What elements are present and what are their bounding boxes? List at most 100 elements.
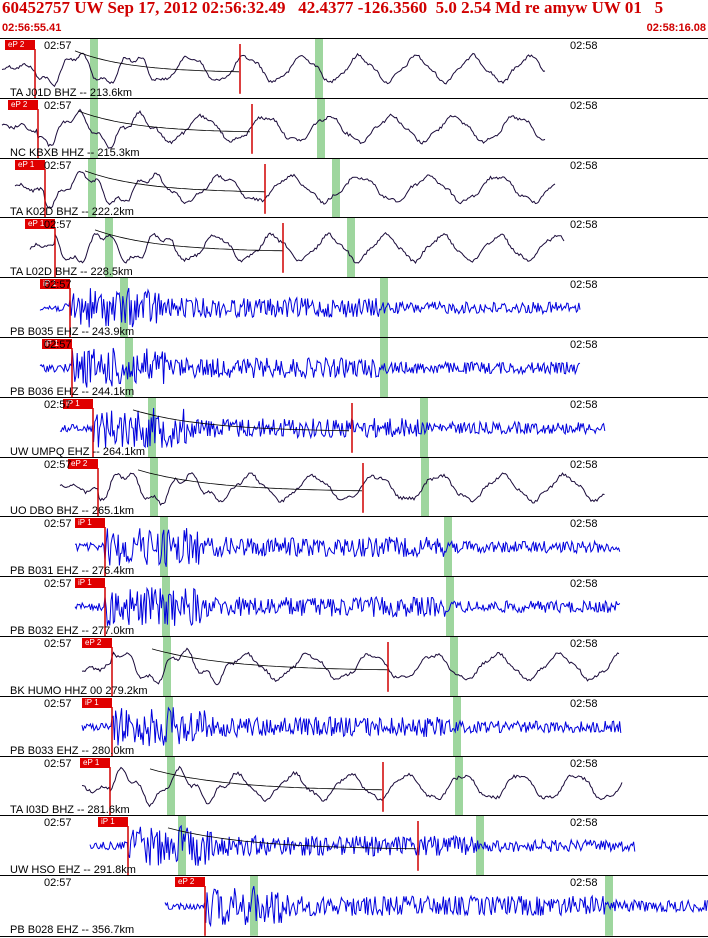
phase-pick-badge[interactable]: iP 1 [40, 279, 70, 290]
phase-pick-badge[interactable]: iP 1 [75, 518, 105, 529]
header: 60452757 UW Sep 17, 2012 02:56:32.49 42.… [0, 0, 708, 38]
time-tick-0257: 02:57 [44, 518, 72, 531]
amplitude-window [90, 98, 98, 159]
phase-pick-badge[interactable]: iP 1 [42, 339, 72, 349]
trace-panel[interactable]: eP 2 02:57 02:58 NC KBXB HHZ -- 215.3km [0, 97, 708, 159]
time-tick-0257: 02:57 [44, 877, 72, 890]
seismogram-plot [39, 338, 581, 398]
waveform-trace [81, 706, 622, 746]
amplitude-window [380, 338, 388, 398]
amplitude-window [444, 517, 452, 578]
time-tick-0257: 02:57 [44, 578, 72, 591]
station-label: PB B033 EHZ -- 280.0km [10, 744, 135, 757]
phase-pick-badge[interactable]: iP 1 [82, 697, 112, 708]
seismogram-plot [59, 457, 605, 518]
seismogram-plot [1, 98, 546, 159]
phase-pick-badge[interactable]: eP 2 [175, 877, 205, 888]
trace-panel[interactable]: iP 1 02:57 02:58 PB B032 EHZ -- 277.0km [0, 576, 708, 637]
trace-panel[interactable]: iP 1 02:57 02:58 UW HSO EHZ -- 291.8km [0, 815, 708, 877]
station-label: PB B032 EHZ -- 277.0km [10, 624, 135, 637]
amplitude-window [317, 98, 325, 159]
trace-panel[interactable]: iP 1 02:57 02:58 PB B035 EHZ -- 243.9km [0, 277, 708, 338]
seismogram-plot [39, 278, 581, 338]
time-tick-0257: 02:57 [44, 159, 72, 172]
waveform-trace [1, 52, 546, 88]
coda-decay-curve [84, 170, 266, 192]
station-label: UW HSO EHZ -- 291.8km [10, 864, 136, 877]
phase-pick-badge[interactable]: eP 2 [82, 638, 112, 648]
waveform-trace [59, 471, 605, 506]
seismogram-plot [81, 756, 623, 817]
time-tick-0257: 02:57 [44, 458, 72, 471]
trace-panel[interactable]: eP 2 02:57 02:58 BK HUMO HHZ 00 279.2km [0, 636, 708, 697]
waveform-trace [59, 407, 606, 448]
coda-decay-curve [151, 648, 389, 671]
coda-decay-curve [94, 229, 284, 252]
phase-pick-badge[interactable]: eP 1 [80, 757, 110, 768]
coda-decay-curve [74, 50, 240, 73]
station-label: TA K02D BHZ -- 222.2km [10, 206, 134, 219]
time-tick-0257: 02:57 [44, 697, 72, 710]
time-tick-0257: 02:57 [44, 99, 72, 112]
seismogram-plot [74, 577, 621, 637]
time-tick-0257: 02:57 [44, 398, 72, 411]
amplitude-window [347, 218, 355, 279]
time-tick-0258: 02:58 [570, 518, 598, 531]
trace-panel[interactable]: eP 1 02:57 02:58 TA K02D BHZ -- 222.2km [0, 157, 708, 219]
station-label: PB B035 EHZ -- 243.9km [10, 325, 135, 338]
seismogram-plot [74, 517, 621, 578]
station-label: BK HUMO HHZ 00 279.2km [10, 684, 148, 697]
seismogram-plot [59, 397, 606, 458]
waveform-trace [29, 232, 565, 265]
seismogram-plot [164, 876, 708, 936]
time-tick-0258: 02:58 [570, 757, 598, 770]
waveform-trace [74, 528, 621, 568]
seismogram-plot [89, 816, 636, 877]
waveform-trace [81, 765, 623, 807]
trace-panel[interactable]: iP 1 02:57 02:58 PB B031 EHZ -- 276.4km [0, 516, 708, 578]
station-label: UO DBO BHZ -- 265.1km [10, 505, 135, 518]
phase-pick-badge[interactable]: eP 2 [8, 99, 38, 110]
phase-pick-badge[interactable]: eP 2 [5, 40, 35, 50]
phase-pick-badge[interactable]: iP 1 [63, 398, 93, 409]
amplitude-window [421, 457, 429, 518]
trace-panel[interactable]: eP 2 02:57 02:58 UO DBO BHZ -- 265.1km [0, 456, 708, 518]
trace-panel[interactable]: eP 2 02:57 02:58 TA J01D BHZ -- 213.6km [0, 38, 708, 99]
amplitude-window [163, 637, 171, 697]
phase-pick-badge[interactable]: eP 1 [25, 219, 55, 230]
waveform-trace [14, 170, 556, 209]
time-tick-0257: 02:57 [44, 219, 72, 232]
trace-panel[interactable]: eP 1 02:57 02:58 TA I03D BHZ -- 281.6km [0, 755, 708, 817]
time-tick-0258: 02:58 [570, 578, 598, 591]
time-tick-0258: 02:58 [570, 99, 598, 112]
trace-panel[interactable]: eP 2 02:57 02:58 PB B028 EHZ -- 356.7km [0, 875, 708, 936]
seismogram-plot [81, 637, 620, 697]
time-tick-0258: 02:58 [570, 638, 598, 650]
phase-pick-badge[interactable]: eP 2 [68, 458, 98, 469]
time-tick-0258: 02:58 [570, 219, 598, 232]
waveform-trace [164, 886, 708, 928]
trace-panel[interactable]: iP 1 02:57 02:58 PB B036 EHZ -- 244.1km [0, 337, 708, 398]
station-label: UW UMPQ EHZ -- 264.1km [10, 445, 146, 458]
time-tick-0258: 02:58 [570, 279, 598, 292]
time-tick-0257: 02:57 [44, 339, 72, 351]
amplitude-window [450, 637, 458, 697]
trace-panel[interactable]: iP 1 02:57 02:58 UW UMPQ EHZ -- 264.1km [0, 396, 708, 458]
time-tick-0258: 02:58 [570, 159, 598, 172]
phase-pick-badge[interactable]: eP 1 [15, 159, 45, 170]
trace-panel[interactable]: iP 1 02:57 02:58 PB B033 EHZ -- 280.0km [0, 695, 708, 757]
coda-decay-curve [132, 409, 350, 431]
amplitude-window [167, 756, 175, 817]
amplitude-window [90, 39, 98, 99]
amplitude-window [105, 218, 113, 279]
waveform-trace [89, 825, 636, 867]
trace-panel[interactable]: eP 1 02:57 02:58 TA L02D BHZ -- 228.5km [0, 217, 708, 279]
time-tick-0258: 02:58 [570, 817, 598, 830]
amplitude-window [332, 158, 340, 219]
phase-pick-badge[interactable]: iP 1 [98, 817, 128, 828]
time-tick-0258: 02:58 [570, 339, 598, 351]
window-end-time: 02:58:16.08 [646, 22, 706, 34]
seismogram-plot [1, 39, 546, 99]
time-tick-0257: 02:57 [44, 40, 72, 52]
phase-pick-badge[interactable]: iP 1 [75, 578, 105, 589]
